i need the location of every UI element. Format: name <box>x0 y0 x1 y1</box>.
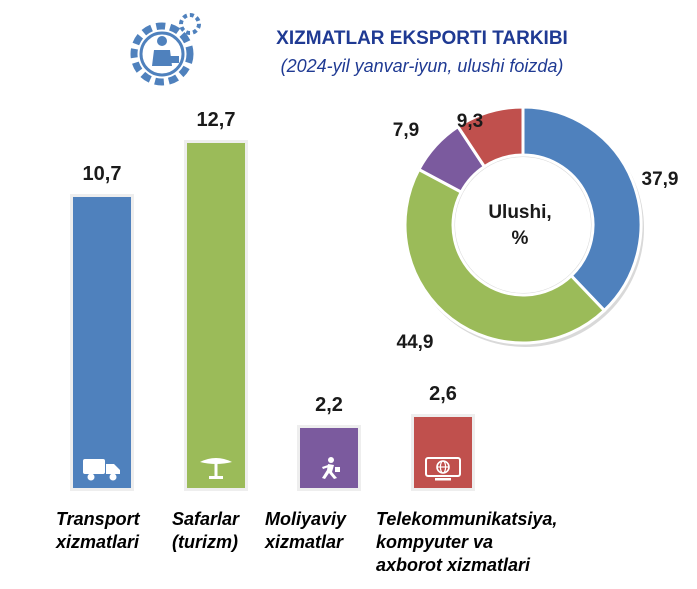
category-label-line: xizmatlar <box>265 532 344 552</box>
category-label: Transport xizmatlari <box>56 508 140 554</box>
bar-2 <box>187 143 245 488</box>
truck-icon <box>82 456 122 487</box>
bar-value-label: 2,2 <box>315 394 343 417</box>
running-person-icon <box>309 456 349 487</box>
donut-slice-label: 44,9 <box>397 332 434 353</box>
category-label: Moliyaviy xizmatlar <box>265 508 346 554</box>
category-label-line: Moliyaviy <box>265 509 347 529</box>
donut-center-line-1: Ulushi, <box>488 202 552 223</box>
category-label-line: axborot xizmatlari <box>376 555 531 575</box>
donut-hole <box>455 157 591 293</box>
category-label-line: xizmatlari <box>56 532 140 552</box>
category-label-line: Safarlar <box>172 509 240 529</box>
donut-slice-1 <box>521 105 643 313</box>
bar-value-label: 2,6 <box>429 383 457 406</box>
category-label-line: (turizm) <box>172 532 238 552</box>
chart-subtitle: (2024-yil yanvar-iyun, ulushi foizda) <box>280 56 564 76</box>
category-label-line: Transport <box>56 509 140 529</box>
bar-1 <box>73 197 131 488</box>
donut-slice-4 <box>455 105 525 169</box>
donut-slice-label: 9,3 <box>457 111 483 132</box>
category-label: Telekommunikatsiya, kompyuter va axborot x… <box>376 508 557 577</box>
donut-slice-2 <box>403 167 607 345</box>
category-label: Safarlar (turizm) <box>172 508 239 554</box>
bar-value-label: 12,7 <box>196 109 236 131</box>
donut-center-label: Ulushi, % <box>460 200 580 252</box>
monitor-globe-icon <box>423 456 463 487</box>
donut-center-line-2: % <box>511 228 529 249</box>
beach-umbrella-icon <box>196 456 236 487</box>
category-label-line: kompyuter va <box>376 532 494 552</box>
category-label-line: Telekommunikatsiya, <box>376 509 558 529</box>
gear-person-icon <box>130 13 201 86</box>
chart-title: XIZMATLAR EKSPORTI TARKIBI <box>276 28 568 49</box>
bar-value-label: 10,7 <box>82 163 122 186</box>
donut-slice-label: 37,9 <box>642 169 679 190</box>
donut-slice-label: 7,9 <box>393 120 419 141</box>
